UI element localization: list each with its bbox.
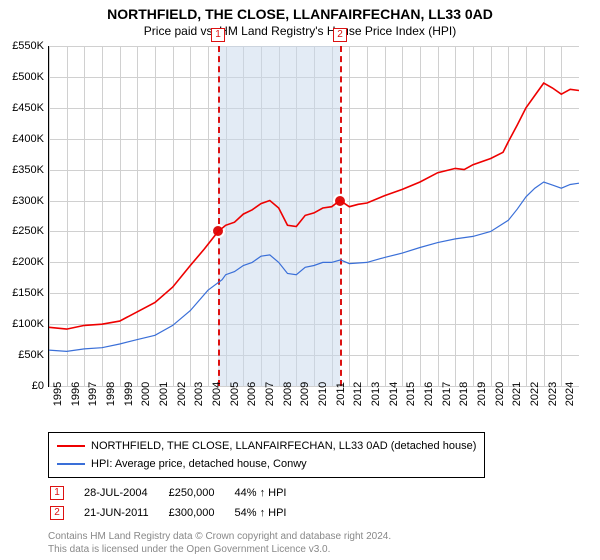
sale-pct: 44% ↑ HPI xyxy=(235,484,305,502)
y-axis-label: £500K xyxy=(4,71,44,83)
x-axis-label: 2013 xyxy=(370,382,382,406)
y-axis-label: £350K xyxy=(4,164,44,176)
sale-date: 28-JUL-2004 xyxy=(84,484,167,502)
chart-title: NORTHFIELD, THE CLOSE, LLANFAIRFECHAN, L… xyxy=(0,0,600,22)
x-axis-label: 2000 xyxy=(140,382,152,406)
sale-price: £300,000 xyxy=(169,504,233,522)
legend-swatch xyxy=(57,463,85,465)
footer-text: Contains HM Land Registry data © Crown c… xyxy=(48,530,391,556)
y-axis-label: £400K xyxy=(4,133,44,145)
x-axis-label: 2016 xyxy=(423,382,435,406)
x-axis-label: 2008 xyxy=(282,382,294,406)
legend-item: NORTHFIELD, THE CLOSE, LLANFAIRFECHAN, L… xyxy=(57,437,476,455)
sale-marker-badge: 1 xyxy=(211,28,225,42)
x-axis-label: 2012 xyxy=(352,382,364,406)
x-axis-label: 2023 xyxy=(547,382,559,406)
legend-swatch xyxy=(57,445,85,447)
x-axis-label: 2021 xyxy=(511,382,523,406)
y-axis-label: £450K xyxy=(4,102,44,114)
series-layer xyxy=(49,46,579,386)
x-axis-label: 2014 xyxy=(388,382,400,406)
y-axis-label: £50K xyxy=(4,349,44,361)
y-axis-label: £150K xyxy=(4,287,44,299)
footer-line-2: This data is licensed under the Open Gov… xyxy=(48,543,391,556)
x-axis-label: 2009 xyxy=(299,382,311,406)
y-axis-label: £200K xyxy=(4,256,44,268)
x-axis-label: 1998 xyxy=(105,382,117,406)
y-axis-label: £250K xyxy=(4,225,44,237)
x-axis-label: 2001 xyxy=(158,382,170,406)
x-axis-label: 2018 xyxy=(458,382,470,406)
sale-index-badge: 1 xyxy=(50,486,64,500)
series-line xyxy=(49,182,579,351)
sale-index-badge: 2 xyxy=(50,506,64,520)
sale-pct: 54% ↑ HPI xyxy=(235,504,305,522)
x-axis-label: 2002 xyxy=(176,382,188,406)
x-axis-label: 2017 xyxy=(441,382,453,406)
plot-area: 12 xyxy=(48,46,579,387)
x-axis-label: 2020 xyxy=(494,382,506,406)
x-axis-label: 2010 xyxy=(317,382,329,406)
x-axis-label: 2019 xyxy=(476,382,488,406)
x-axis-label: 2006 xyxy=(246,382,258,406)
sale-row: 1 28-JUL-2004£250,00044% ↑ HPI xyxy=(50,484,304,502)
legend-label: HPI: Average price, detached house, Conw… xyxy=(91,455,307,473)
y-axis-label: £300K xyxy=(4,195,44,207)
x-axis-label: 1999 xyxy=(123,382,135,406)
y-axis-label: £0 xyxy=(4,380,44,392)
sale-price: £250,000 xyxy=(169,484,233,502)
legend: NORTHFIELD, THE CLOSE, LLANFAIRFECHAN, L… xyxy=(48,432,485,478)
legend-label: NORTHFIELD, THE CLOSE, LLANFAIRFECHAN, L… xyxy=(91,437,476,455)
legend-item: HPI: Average price, detached house, Conw… xyxy=(57,455,476,473)
chart-container: { "title": "NORTHFIELD, THE CLOSE, LLANF… xyxy=(0,0,600,560)
series-line xyxy=(49,83,579,329)
x-axis-label: 2022 xyxy=(529,382,541,406)
y-axis-label: £550K xyxy=(4,40,44,52)
x-axis-label: 2015 xyxy=(405,382,417,406)
sale-marker-badge: 2 xyxy=(333,28,347,42)
sales-table: 1 28-JUL-2004£250,00044% ↑ HPI 2 21-JUN-201… xyxy=(48,482,306,524)
y-axis-label: £100K xyxy=(4,318,44,330)
x-axis-label: 2004 xyxy=(211,382,223,406)
chart-subtitle: Price paid vs. HM Land Registry's House … xyxy=(0,22,600,38)
x-axis-label: 2005 xyxy=(229,382,241,406)
x-axis-label: 1997 xyxy=(87,382,99,406)
sale-row: 2 21-JUN-2011£300,00054% ↑ HPI xyxy=(50,504,304,522)
x-axis-label: 2003 xyxy=(193,382,205,406)
x-axis-label: 1996 xyxy=(70,382,82,406)
sale-date: 21-JUN-2011 xyxy=(84,504,167,522)
x-axis-label: 2007 xyxy=(264,382,276,406)
footer-line-1: Contains HM Land Registry data © Crown c… xyxy=(48,530,391,543)
x-axis-label: 1995 xyxy=(52,382,64,406)
x-axis-label: 2024 xyxy=(564,382,576,406)
x-axis-label: 2011 xyxy=(335,382,347,406)
